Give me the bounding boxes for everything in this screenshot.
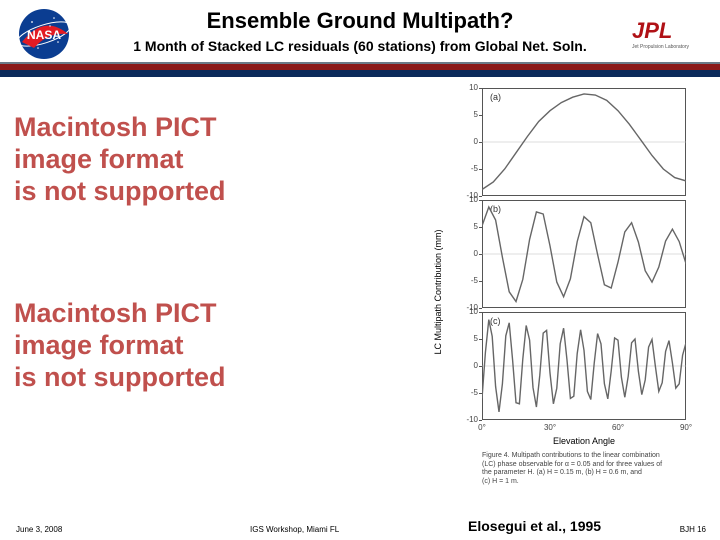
- header-stripes: [0, 62, 720, 77]
- ytick-label: 10: [452, 195, 478, 204]
- chart-xlabel: Elevation Angle: [482, 436, 686, 446]
- xtick-label: 90°: [676, 423, 696, 432]
- ytick-label: 10: [452, 307, 478, 316]
- chart-curve: [482, 200, 686, 308]
- ytick-label: -5: [452, 164, 478, 173]
- ytick-label: -5: [452, 388, 478, 397]
- multipath-figure: LC Multipath Contribution (mm) -10-50510…: [446, 88, 696, 496]
- chart-ylabel: LC Multipath Contribution (mm): [433, 229, 443, 354]
- chart-curve: [482, 312, 686, 420]
- footer-page: BJH 16: [680, 525, 706, 534]
- footer-venue: IGS Workshop, Miami FL: [250, 525, 339, 534]
- ytick-label: -5: [452, 276, 478, 285]
- footer-citation: Elosegui et al., 1995: [468, 518, 601, 534]
- slide-header: NASA JPL Jet Propulsion Laboratory Ensem…: [0, 0, 720, 78]
- ytick-label: 0: [452, 361, 478, 370]
- pict-placeholder-text: Macintosh PICTimage formatis not support…: [14, 112, 226, 208]
- xtick-label: 0°: [472, 423, 492, 432]
- xtick-label: 30°: [540, 423, 560, 432]
- slide-title: Ensemble Ground Multipath?: [0, 8, 720, 34]
- chart-curve: [482, 88, 686, 196]
- ytick-label: 5: [452, 110, 478, 119]
- footer-date: June 3, 2008: [16, 525, 62, 534]
- ytick-label: 5: [452, 222, 478, 231]
- ytick-label: 5: [452, 334, 478, 343]
- ytick-label: 0: [452, 137, 478, 146]
- figure-caption: Figure 4. Multipath contributions to the…: [482, 452, 692, 486]
- pict-placeholder-text: Macintosh PICTimage formatis not support…: [14, 298, 226, 394]
- slide-footer: June 3, 2008 IGS Workshop, Miami FL Elos…: [0, 516, 720, 534]
- ytick-label: 10: [452, 83, 478, 92]
- xtick-label: 60°: [608, 423, 628, 432]
- slide-subtitle: 1 Month of Stacked LC residuals (60 stat…: [0, 38, 720, 54]
- ytick-label: 0: [452, 249, 478, 258]
